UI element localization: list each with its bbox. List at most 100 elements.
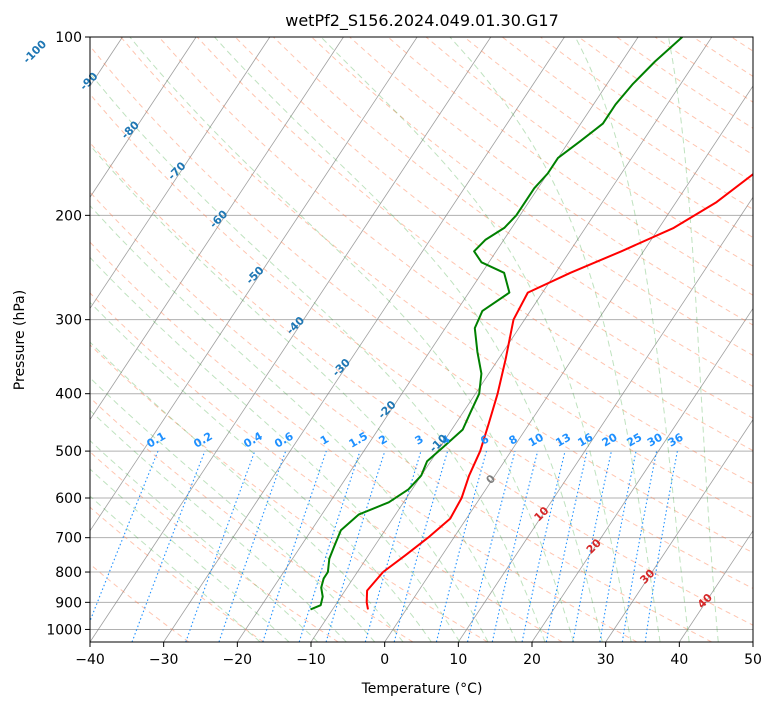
moist-adiabat-line xyxy=(90,409,347,642)
moist-adiabat-line xyxy=(90,468,290,642)
moist-adiabat-line xyxy=(90,72,546,642)
isotherm-label: -30 xyxy=(330,356,353,379)
mixing-ratio-line xyxy=(393,450,449,642)
isotherm-line xyxy=(90,37,197,198)
mixing-ratio-line xyxy=(545,450,588,642)
moist-adiabat-line xyxy=(574,37,690,642)
moist-adiabat-line xyxy=(90,341,404,642)
isotherm-line xyxy=(457,196,753,642)
mixing-ratio-line xyxy=(325,450,386,642)
adiabat-label: 10 xyxy=(532,504,552,524)
mixing-ratio-line xyxy=(435,450,488,642)
mixing-ratio-line xyxy=(262,450,327,642)
chart-title: wetPf2_S156.2024.049.01.30.G17 xyxy=(285,11,559,31)
dry-adiabat-line xyxy=(90,191,712,642)
dry-adiabat-line xyxy=(311,37,753,356)
x-tick-label: −20 xyxy=(223,652,253,668)
mixing-ratio-line xyxy=(298,450,361,642)
x-tick-label: 20 xyxy=(523,652,541,668)
x-tick-label: 50 xyxy=(744,652,762,668)
x-tick-label: −10 xyxy=(296,652,326,668)
dry-adiabat-line xyxy=(90,142,753,626)
mixing-ratio-label: 16 xyxy=(576,430,596,449)
isotherm-line xyxy=(90,37,271,310)
mixing-ratio-line xyxy=(644,450,678,642)
isotherm-label: -80 xyxy=(119,118,142,141)
mixing-ratio-line xyxy=(131,450,206,642)
x-tick-label: 30 xyxy=(597,652,615,668)
isotherm-label: -50 xyxy=(243,264,266,287)
dry-adiabat-line xyxy=(654,37,753,103)
profiles xyxy=(310,37,753,611)
isotherm-label: -100 xyxy=(20,37,49,66)
moist-adiabat-line xyxy=(90,439,319,642)
dewpoint-profile-line xyxy=(310,37,683,611)
y-tick-label: 100 xyxy=(55,30,82,46)
dry-adiabat-line xyxy=(90,45,753,554)
dry-adiabat-line xyxy=(120,37,753,519)
mixing-ratio-label: 3 xyxy=(413,433,426,448)
isotherm-line xyxy=(90,37,492,642)
adiabat-label: 20 xyxy=(584,536,604,556)
mixing-ratio-line xyxy=(466,450,516,642)
y-tick-label: 1000 xyxy=(46,622,82,638)
background-lines xyxy=(90,37,775,642)
x-tick-label: 40 xyxy=(670,652,688,668)
moist-adiabat-line xyxy=(90,495,261,642)
axis-ticks: −40 −30 −20 −10 0 10 20 30 40 5010020030040050060… xyxy=(46,30,762,668)
x-tick-label: 10 xyxy=(449,652,467,668)
x-tick-label: −30 xyxy=(149,652,179,668)
dry-adiabat-line xyxy=(692,37,753,77)
isotherm-line xyxy=(678,530,753,642)
mixing-ratio-label: 13 xyxy=(553,431,573,450)
isotherm-line xyxy=(605,418,753,642)
dry-adiabat-line xyxy=(578,37,753,156)
moist-adiabat-line xyxy=(90,301,432,642)
mixing-ratio-label: 36 xyxy=(666,430,686,449)
mixing-ratio-line xyxy=(599,450,637,642)
mixing-ratio-line xyxy=(90,450,159,623)
dry-adiabat-line xyxy=(387,37,753,296)
mixing-ratio-label: 6 xyxy=(478,432,491,447)
isotherm-label: -90 xyxy=(77,70,100,93)
adiabat-label: 40 xyxy=(695,591,715,611)
dry-adiabat-line xyxy=(90,292,563,642)
isotherm-line xyxy=(310,37,713,642)
dry-adiabat-line xyxy=(158,37,753,485)
isotherm-label: -40 xyxy=(284,314,307,337)
mixing-ratio-line xyxy=(491,450,539,642)
mixing-ratio-line xyxy=(521,450,566,642)
mixing-ratio-line xyxy=(364,450,422,642)
isotherm-line xyxy=(90,37,418,532)
dry-adiabat-line xyxy=(769,37,775,642)
moist-adiabat-line xyxy=(90,144,517,642)
dry-adiabat-line xyxy=(90,93,753,590)
x-tick-label: 0 xyxy=(380,652,389,668)
y-tick-label: 700 xyxy=(55,531,82,547)
dry-adiabat-line xyxy=(273,37,753,387)
isotherm-line xyxy=(531,307,753,642)
gridlines xyxy=(90,37,753,642)
dry-adiabat-line xyxy=(90,506,264,642)
mixing-ratio-line xyxy=(185,450,256,642)
mixing-ratio-label: 0.1 xyxy=(145,430,168,451)
temperature-profile-line xyxy=(365,173,753,610)
isotherm-line xyxy=(236,37,639,642)
isotherm-line xyxy=(90,37,344,421)
mixing-ratio-label: 20 xyxy=(600,430,620,449)
y-tick-label: 400 xyxy=(55,387,82,403)
adiabat-label: 30 xyxy=(637,566,657,586)
isotherm-label: -20 xyxy=(375,398,398,421)
isotherm-line xyxy=(384,85,753,642)
moist-adiabat-line xyxy=(449,37,661,642)
dry-adiabat-line xyxy=(90,563,190,642)
isotherm-label: -70 xyxy=(165,159,188,182)
dry-adiabat-line xyxy=(616,37,753,129)
y-tick-label: 200 xyxy=(55,208,82,224)
y-tick-label: 600 xyxy=(55,491,82,507)
moist-adiabat-line xyxy=(668,37,719,642)
plot-frame xyxy=(89,36,754,643)
moist-adiabat-line xyxy=(90,256,461,642)
y-tick-label: 500 xyxy=(55,444,82,460)
